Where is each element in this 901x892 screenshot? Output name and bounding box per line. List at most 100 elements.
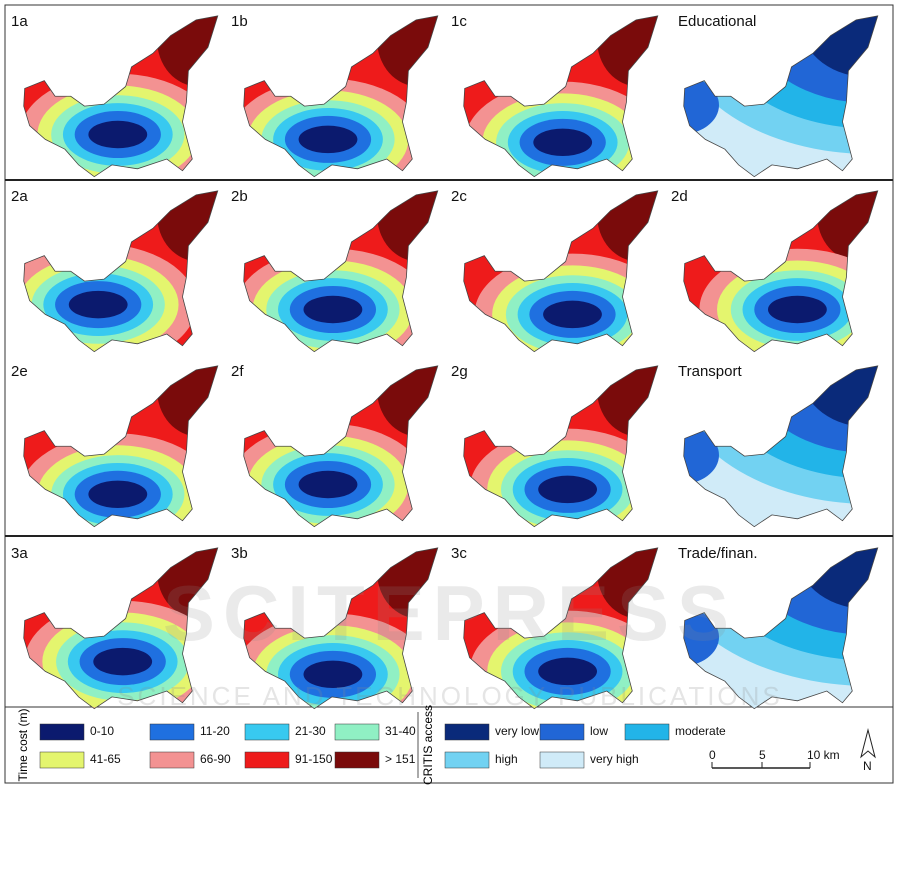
boundary (463, 547, 659, 710)
zone (157, 547, 218, 619)
legend: Time cost (m) CRITIS access 0-10 11-20 21-… (16, 705, 876, 785)
map-fill (23, 15, 218, 177)
map-fill (243, 365, 438, 527)
legend-label: high (495, 752, 518, 766)
panel-label: 1a (11, 13, 28, 30)
legend-label: 41-65 (90, 752, 121, 766)
panel-label: 1c (451, 13, 467, 30)
legend-label: 66-90 (200, 752, 231, 766)
legend-swatch (444, 751, 490, 769)
boundary (463, 190, 659, 353)
zone (683, 75, 720, 135)
zone (683, 425, 720, 485)
panel-label: Transport (678, 363, 742, 380)
map-fill (463, 365, 658, 527)
legend-swatch (334, 723, 380, 741)
panel-label: 2a (11, 188, 28, 205)
north-label: N (863, 759, 872, 773)
scale-label: 10 km (807, 748, 840, 762)
legend-swatch (39, 751, 85, 769)
watermark: SCIENCE AND TECHNOLOGY PUBLICATIONS (117, 681, 783, 711)
zone (802, 365, 878, 428)
boundary (23, 190, 219, 353)
zone (377, 190, 438, 262)
north-arrow (860, 728, 876, 759)
boundary (683, 365, 879, 528)
legend-swatch (444, 723, 490, 741)
legend-title: CRITIS access (421, 705, 435, 785)
legend-label: 11-20 (200, 724, 230, 738)
boundary (243, 365, 439, 528)
zone (538, 657, 597, 686)
scale-label: 5 (759, 748, 766, 762)
map-panel (463, 365, 659, 528)
zone (377, 547, 438, 619)
zone (377, 15, 438, 87)
map-panel (243, 190, 439, 353)
boundary (243, 15, 439, 178)
panel-label: 1b (231, 13, 248, 30)
zone (68, 290, 128, 319)
legend-swatch (244, 723, 290, 741)
zone (303, 660, 363, 689)
watermark: SCITEPRESS (163, 569, 737, 657)
boundary (23, 365, 219, 528)
legend-label: 91-150 (295, 752, 333, 766)
map-panel (243, 15, 439, 178)
boundary (463, 365, 659, 528)
map-fill (683, 190, 878, 352)
legend-swatch (624, 723, 670, 741)
map-panel (243, 547, 439, 710)
zone (93, 647, 153, 676)
zone (303, 295, 363, 324)
map-panel (683, 190, 879, 353)
panel-label: 2c (451, 188, 467, 205)
panel-label: Educational (678, 13, 756, 30)
panel-label: 2e (11, 363, 28, 380)
map-fill (463, 190, 658, 352)
zone (298, 470, 358, 499)
zone (817, 190, 878, 262)
boundary (243, 547, 439, 710)
panel-label: 2b (231, 188, 248, 205)
panel-label: 3b (231, 545, 248, 562)
zone (377, 365, 438, 437)
map-panel (463, 15, 659, 178)
zone (768, 295, 827, 324)
boundary (683, 190, 879, 353)
legend-swatch (539, 723, 585, 741)
zone (88, 480, 148, 509)
panel-label: 2d (671, 188, 688, 205)
legend-label: 31-40 (385, 724, 416, 738)
legend-title: Time cost (m) (16, 709, 30, 782)
boundary (683, 15, 879, 178)
zone (798, 547, 878, 610)
boundary (23, 547, 219, 710)
zone (157, 190, 218, 262)
zone (597, 547, 658, 619)
panel-label: 2f (231, 363, 244, 380)
boundary (23, 15, 219, 178)
zone (683, 607, 720, 667)
boundary (683, 547, 879, 710)
legend-label: low (590, 724, 608, 738)
zone (597, 15, 658, 87)
zone (157, 15, 218, 87)
map-fill (243, 15, 438, 177)
legend-swatch (39, 723, 85, 741)
panel-label: Trade/finan. (678, 545, 758, 562)
legend-label: > 151 (385, 752, 416, 766)
legend-label: 0-10 (90, 724, 114, 738)
map-panel (23, 365, 219, 528)
zone (533, 128, 593, 157)
boundary (463, 15, 659, 178)
legend-label: very high (590, 752, 639, 766)
legend-swatch (149, 751, 195, 769)
zone (802, 15, 878, 78)
zone (298, 125, 358, 154)
map-panel (463, 190, 659, 353)
map-fill (23, 365, 218, 527)
boundary (243, 190, 439, 353)
zone (597, 190, 658, 262)
